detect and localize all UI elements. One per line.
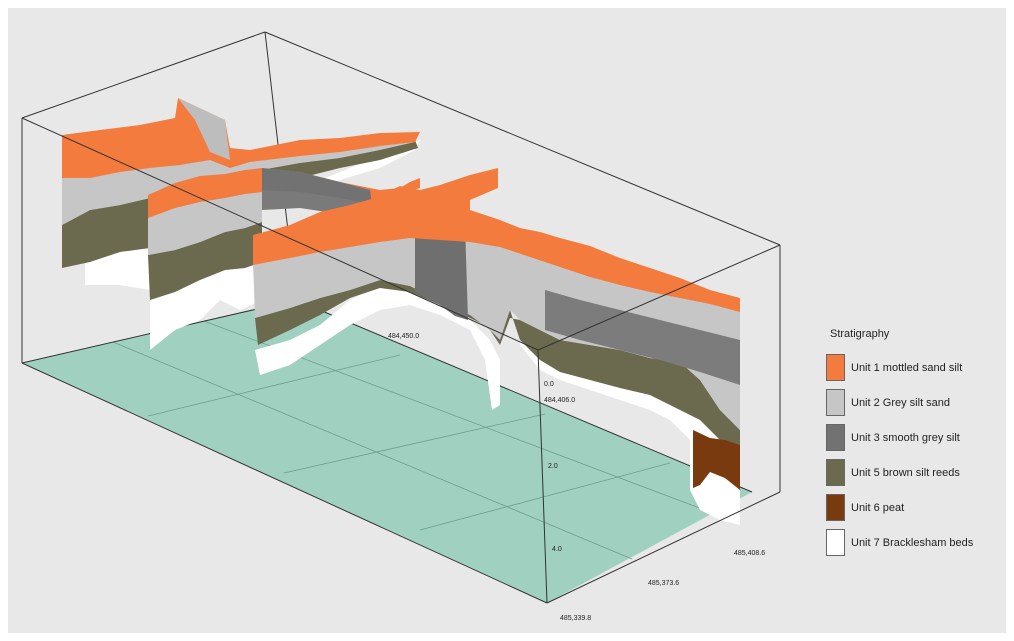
unit-7-layer — [255, 285, 500, 410]
box-edge — [537, 349, 548, 604]
legend-item: Unit 5 brown silt reeds — [826, 455, 1006, 490]
unit-5-layer — [255, 280, 740, 470]
legend-swatch — [826, 529, 845, 556]
northing-label-1: 484,450.0 — [388, 333, 419, 340]
box-edge — [546, 491, 781, 604]
box-front-edges — [21, 117, 781, 604]
unit-7-layer — [150, 260, 262, 350]
depth-label-2: 2.0 — [548, 463, 558, 470]
legend-item: Unit 2 Grey silt sand — [826, 385, 1006, 420]
box-edge — [21, 31, 266, 119]
axis-labels: 484,450.0 484,406.0 0.0 2.0 4.0 485,408.… — [388, 333, 765, 622]
legend-items: Unit 1 mottled sand silt Unit 2 Grey silt… — [826, 350, 1006, 560]
legend-label: Unit 2 Grey silt sand — [851, 396, 951, 409]
unit-1-layer — [253, 168, 740, 312]
depth-label-4: 4.0 — [552, 546, 562, 553]
legend-label: Unit 1 mottled sand silt — [851, 361, 963, 374]
unit-3-layer — [545, 290, 740, 385]
legend-swatch — [826, 389, 845, 416]
box-edge — [21, 117, 539, 351]
easting-label-2: 485,373.6 — [648, 580, 679, 587]
unit-1-layer — [62, 98, 420, 178]
box-edge — [264, 31, 781, 246]
grid-line — [112, 341, 633, 560]
legend-title: Stratigraphy — [830, 328, 890, 340]
northing-label-2: 484,406.0 — [544, 397, 575, 404]
cross-section-front — [253, 168, 740, 525]
base-plane — [22, 300, 752, 603]
legend-swatch — [826, 424, 845, 451]
unit-3-layer — [262, 168, 372, 205]
legend-label: Unit 7 Bracklesham beds — [851, 536, 974, 549]
box-edge — [295, 299, 753, 493]
box-edge — [21, 362, 548, 604]
grid-line — [419, 462, 671, 531]
legend-swatch — [826, 494, 845, 521]
legend-item: Unit 7 Bracklesham beds — [826, 525, 1006, 560]
unit-1-layer — [148, 168, 420, 218]
legend-item: Unit 1 mottled sand silt — [826, 350, 1006, 385]
legend-label: Unit 6 peat — [851, 501, 905, 514]
unit-2-layer — [62, 132, 415, 225]
legend-item: Unit 6 peat — [826, 490, 1006, 525]
grid-line — [147, 354, 401, 417]
unit-6-layer — [693, 430, 740, 490]
legend-label: Unit 3 smooth grey silt — [851, 431, 960, 444]
easting-label-1: 485,408.6 — [734, 550, 765, 557]
unit-5-layer — [148, 222, 262, 300]
easting-label-3: 485,339.8 — [560, 615, 591, 622]
stratigraphy-legend: Stratigraphy Unit 1 mottled sand silt Uni… — [826, 328, 1006, 560]
legend-swatch — [826, 459, 845, 486]
unit-2-layer — [178, 98, 230, 160]
legend-swatch — [826, 354, 845, 381]
legend-label: Unit 5 brown silt reeds — [851, 466, 960, 479]
box-edge — [537, 244, 781, 351]
depth-label-0: 0.0 — [544, 381, 554, 388]
cross-section-middle — [148, 168, 420, 350]
grid-line — [283, 413, 546, 474]
legend-item: Unit 3 smooth grey silt — [826, 420, 1006, 455]
